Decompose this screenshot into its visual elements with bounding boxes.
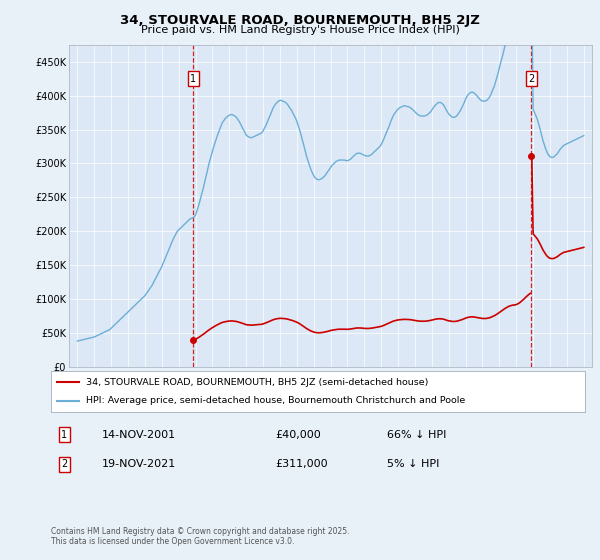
Text: Price paid vs. HM Land Registry's House Price Index (HPI): Price paid vs. HM Land Registry's House … — [140, 25, 460, 35]
Text: HPI: Average price, semi-detached house, Bournemouth Christchurch and Poole: HPI: Average price, semi-detached house,… — [86, 396, 465, 405]
Text: 34, STOURVALE ROAD, BOURNEMOUTH, BH5 2JZ (semi-detached house): 34, STOURVALE ROAD, BOURNEMOUTH, BH5 2JZ… — [86, 377, 428, 386]
Text: 19-NOV-2021: 19-NOV-2021 — [102, 459, 176, 469]
Text: £40,000: £40,000 — [275, 430, 321, 440]
Text: 1: 1 — [190, 73, 196, 83]
Text: 1: 1 — [61, 430, 67, 440]
Text: 14-NOV-2001: 14-NOV-2001 — [102, 430, 176, 440]
Text: 34, STOURVALE ROAD, BOURNEMOUTH, BH5 2JZ: 34, STOURVALE ROAD, BOURNEMOUTH, BH5 2JZ — [120, 14, 480, 27]
Text: 5% ↓ HPI: 5% ↓ HPI — [388, 459, 440, 469]
Text: £311,000: £311,000 — [275, 459, 328, 469]
Text: 2: 2 — [61, 459, 67, 469]
Text: 66% ↓ HPI: 66% ↓ HPI — [388, 430, 447, 440]
Text: Contains HM Land Registry data © Crown copyright and database right 2025.
This d: Contains HM Land Registry data © Crown c… — [51, 526, 349, 546]
Text: 2: 2 — [528, 73, 534, 83]
